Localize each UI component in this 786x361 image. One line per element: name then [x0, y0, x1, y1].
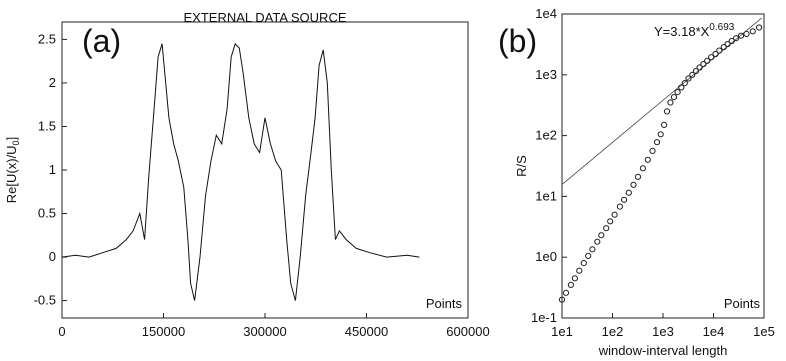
panel-b-data-points	[558, 24, 763, 303]
panel-b-y-axis-label: R/S	[514, 155, 529, 177]
panel-b-data-point	[621, 196, 628, 203]
panel-b-ticks: 1e1 1e2 1e3 1e4 1e5 1e-1 1e0 1e1 1e2 1e3 1e4	[531, 6, 775, 339]
panel-b-data-point	[670, 94, 678, 101]
panel-b-data-point	[733, 35, 740, 42]
panel-b-x-inset-label: Points	[724, 296, 761, 311]
panel-b-data-point	[685, 75, 692, 82]
panel-a-x-axis-label: Points	[426, 296, 463, 311]
panel-a-y-tick-label: 0.5	[38, 206, 56, 221]
panel-b-y-tick-label: 1e1	[535, 188, 557, 203]
panel-a-title: EXTERNAL DATA SOURCE	[183, 10, 346, 25]
panel-b-data-point	[716, 47, 723, 54]
panel-b-data-point	[681, 80, 688, 87]
panel-a-y-tick-label: 1.5	[38, 118, 56, 133]
panel-b-x-tick-label: 1e4	[703, 324, 725, 339]
panel-b-y-tick-label: 1e2	[535, 128, 557, 143]
panel-b-data-point	[663, 108, 671, 115]
panel-b-data-point	[653, 139, 661, 146]
panel-b-data-point	[657, 131, 664, 138]
panel-b-data-point	[625, 189, 632, 196]
panel-b-data-point	[567, 281, 575, 288]
panel-b-data-point	[737, 32, 745, 39]
panel-b-data-point	[649, 147, 656, 154]
panel-a-y-tick-label: 2	[49, 75, 56, 90]
panel-b-data-point	[667, 99, 674, 106]
panel-b-fit-annotation: Y=3.18*X0.693	[654, 22, 735, 39]
panel-b-data-point	[639, 165, 647, 172]
panel-b-fit-annotation-exponent: 0.693	[709, 22, 734, 33]
panel-a-y-tick-label: 2.5	[38, 31, 56, 46]
panel-b-data-point	[562, 289, 570, 296]
panel-b-x-tick-label: 1e2	[602, 324, 624, 339]
panel-b-data-point	[611, 211, 618, 218]
panel-b-plot-frame	[561, 13, 765, 319]
panel-a-y-axis-label: Re[U(x)/U0]	[4, 137, 21, 203]
panel-b-y-tick-label: 1e-1	[531, 310, 557, 325]
panel-a-y-axis-label-end: ]	[4, 137, 19, 141]
panel-b-data-point	[589, 246, 596, 253]
panel-b-data-point	[576, 267, 583, 274]
panel-b-data-point	[704, 57, 711, 64]
panel-b-data-point	[580, 260, 587, 267]
panel-b-data-point	[644, 156, 651, 163]
panel-b-x-tick-label: 1e1	[551, 324, 573, 339]
panel-b-x-tick-label: 1e3	[652, 324, 674, 339]
panel-a-x-tick-label: 300000	[243, 324, 286, 339]
panel-b-y-tick-label: 1e0	[535, 249, 557, 264]
panel-a-x-tick-label: 0	[58, 324, 65, 339]
panel-b-data-point	[756, 24, 763, 31]
panel-a-ticks: 0 150000 300000 450000 600000 -0.5 0 0.5 1 1.5 2 2.…	[34, 31, 490, 339]
panel-b-data-point	[692, 68, 700, 75]
panel-a-plot-frame	[61, 21, 469, 319]
panel-b-data-point	[603, 225, 610, 232]
panel-a-x-tick-label: 600000	[446, 324, 489, 339]
panel-b-data-point	[708, 54, 715, 61]
panel-b-data-point	[678, 84, 685, 91]
panel-b-data-point	[689, 71, 696, 78]
panel-b-data-point	[571, 275, 579, 282]
panel-b-data-point	[598, 232, 605, 239]
panel-b-y-tick-label: 1e4	[535, 6, 557, 21]
panel-a-y-axis-label-subscript: 0	[11, 140, 21, 145]
panel-b-data-point	[630, 181, 637, 188]
panel-b-data-point	[585, 252, 592, 259]
panel-b-data-point	[674, 89, 681, 96]
panel-a-x-tick-label: 150000	[142, 324, 185, 339]
panel-b-data-point	[712, 50, 719, 58]
panel-b-x-axis-label: window-interval length	[598, 343, 728, 358]
panel-b-chart: 1e1 1e2 1e3 1e4 1e5 1e-1 1e0 1e1 1e2 1e3 1e4 (b) Y…	[498, 6, 775, 358]
panel-b-data-point	[558, 296, 566, 303]
panel-b-letter: (b)	[498, 23, 537, 59]
panel-b-y-tick-label: 1e3	[535, 67, 557, 82]
panel-a-chart: 0 150000 300000 450000 600000 -0.5 0 0.5 1 1.5 2 2.…	[4, 10, 490, 339]
panel-b-data-point	[749, 28, 756, 35]
panel-b-data-point	[720, 44, 727, 51]
panel-a-x-tick-label: 450000	[345, 324, 388, 339]
panel-b-data-point	[728, 37, 735, 45]
panel-b-data-point	[743, 30, 750, 38]
panel-a-y-axis-label-main: Re[U(x)/U	[4, 145, 19, 203]
panel-b-data-point	[607, 218, 614, 225]
panel-b-data-point	[700, 61, 707, 68]
panel-b-data-point	[634, 173, 642, 180]
panel-b-data-point	[661, 121, 668, 129]
panel-a-y-tick-label: -0.5	[34, 293, 56, 308]
panel-b-fit-annotation-text: Y=3.18*X	[654, 24, 710, 39]
panel-a-y-tick-label: 1	[49, 162, 56, 177]
panel-b-fit-line	[561, 17, 762, 185]
panel-a-y-tick-label: 0	[49, 249, 56, 264]
panel-b-data-point	[696, 64, 703, 71]
panel-a-series-line	[61, 42, 420, 301]
panel-b-data-point	[724, 41, 731, 48]
panel-a-letter: (a)	[82, 23, 121, 59]
panel-b-data-point	[616, 203, 624, 210]
panel-b-x-tick-label: 1e5	[753, 324, 775, 339]
panel-b-data-point	[594, 238, 601, 245]
